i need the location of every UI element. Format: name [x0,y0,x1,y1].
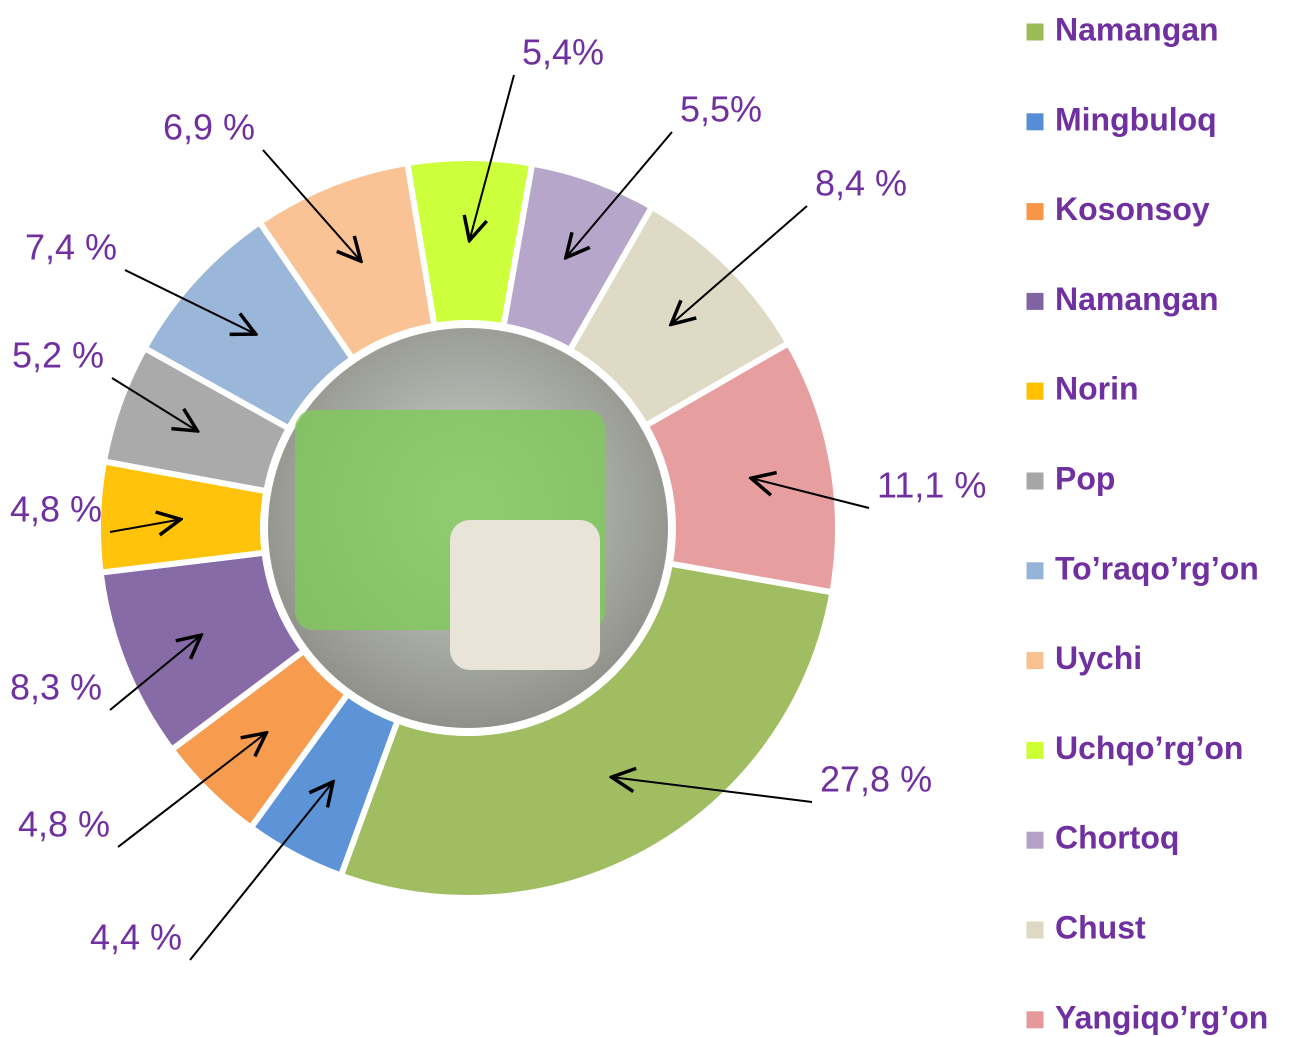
value-label: 5,4% [522,32,604,73]
legend-swatch [1025,22,1045,42]
legend-swatch [1025,651,1045,671]
legend-swatch [1025,1010,1045,1030]
legend-swatch [1025,471,1045,491]
legend-label: Namangan [1055,11,1219,47]
leader-arrow [189,782,333,961]
legend-swatch [1025,920,1045,940]
legend-label: Norin [1055,371,1139,407]
value-label: 11,1 % [877,465,986,506]
leader-arrow [109,635,201,711]
donut-segment [641,339,841,596]
leader-arrow [671,205,808,324]
leader-arrow [111,377,197,431]
legend-label: Namangan [1055,281,1219,317]
legend-label: To’raqo’rg’on [1055,550,1259,586]
car-shape [450,520,600,670]
donut-segment [337,560,836,901]
leader-arrow [612,777,813,803]
value-label: 8,4 % [815,163,907,204]
leader-arrow [469,74,515,241]
legend-swatch [1025,740,1045,760]
legend-label: Pop [1055,460,1115,496]
value-label: 8,3 % [10,667,102,708]
value-label: 5,5% [680,89,762,130]
leader-arrow [566,131,673,258]
legend-swatch [1025,381,1045,401]
legend-swatch [1025,830,1045,850]
leader-arrow [109,519,181,532]
value-label: 7,4 % [25,227,117,268]
legend-swatch [1025,561,1045,581]
legend-label: Uchqo’rg’on [1055,730,1243,766]
legend-label: Chortoq [1055,820,1179,856]
legend-swatch [1025,291,1045,311]
legend-label: Kosonsoy [1055,191,1210,227]
legend-label: Yangiqo’rg’on [1055,999,1268,1035]
leader-arrow [751,478,870,509]
value-label: 27,8 % [820,759,932,800]
value-label: 4,8 % [10,489,102,530]
legend-label: Mingbuloq [1055,101,1217,137]
leader-arrow [117,733,266,848]
legend-swatch [1025,202,1045,222]
legend-swatch [1025,112,1045,132]
leader-arrow [262,149,361,261]
value-label: 6,9 % [163,107,255,148]
leader-arrow [124,269,256,334]
value-label: 4,8 % [18,804,110,845]
value-label: 5,2 % [12,335,104,376]
value-label: 4,4 % [90,917,182,958]
legend-label: Uychi [1055,640,1142,676]
legend-label: Chust [1055,909,1146,945]
